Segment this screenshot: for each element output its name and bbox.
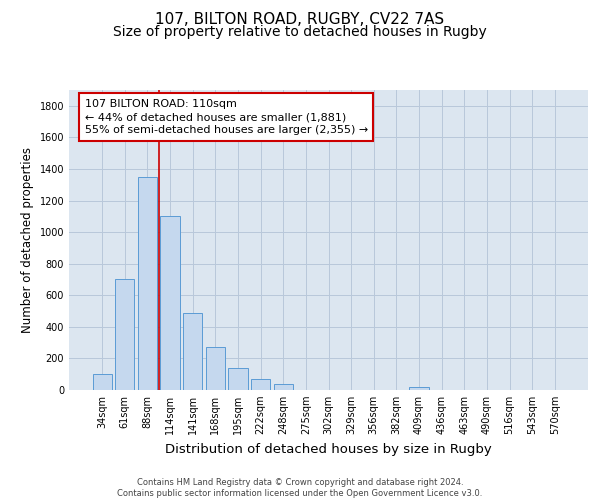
Text: 107 BILTON ROAD: 110sqm
← 44% of detached houses are smaller (1,881)
55% of semi: 107 BILTON ROAD: 110sqm ← 44% of detache… bbox=[85, 99, 368, 136]
Text: Size of property relative to detached houses in Rugby: Size of property relative to detached ho… bbox=[113, 25, 487, 39]
Text: Contains HM Land Registry data © Crown copyright and database right 2024.
Contai: Contains HM Land Registry data © Crown c… bbox=[118, 478, 482, 498]
Bar bbox=[251, 379, 270, 390]
Bar bbox=[138, 177, 157, 390]
Bar bbox=[92, 374, 112, 390]
Bar bbox=[274, 384, 293, 390]
Bar bbox=[206, 346, 225, 390]
Bar bbox=[160, 216, 180, 390]
Text: 107, BILTON ROAD, RUGBY, CV22 7AS: 107, BILTON ROAD, RUGBY, CV22 7AS bbox=[155, 12, 445, 28]
Bar bbox=[183, 312, 202, 390]
Bar bbox=[409, 387, 428, 390]
X-axis label: Distribution of detached houses by size in Rugby: Distribution of detached houses by size … bbox=[165, 442, 492, 456]
Bar bbox=[229, 368, 248, 390]
Y-axis label: Number of detached properties: Number of detached properties bbox=[21, 147, 34, 333]
Bar bbox=[115, 280, 134, 390]
